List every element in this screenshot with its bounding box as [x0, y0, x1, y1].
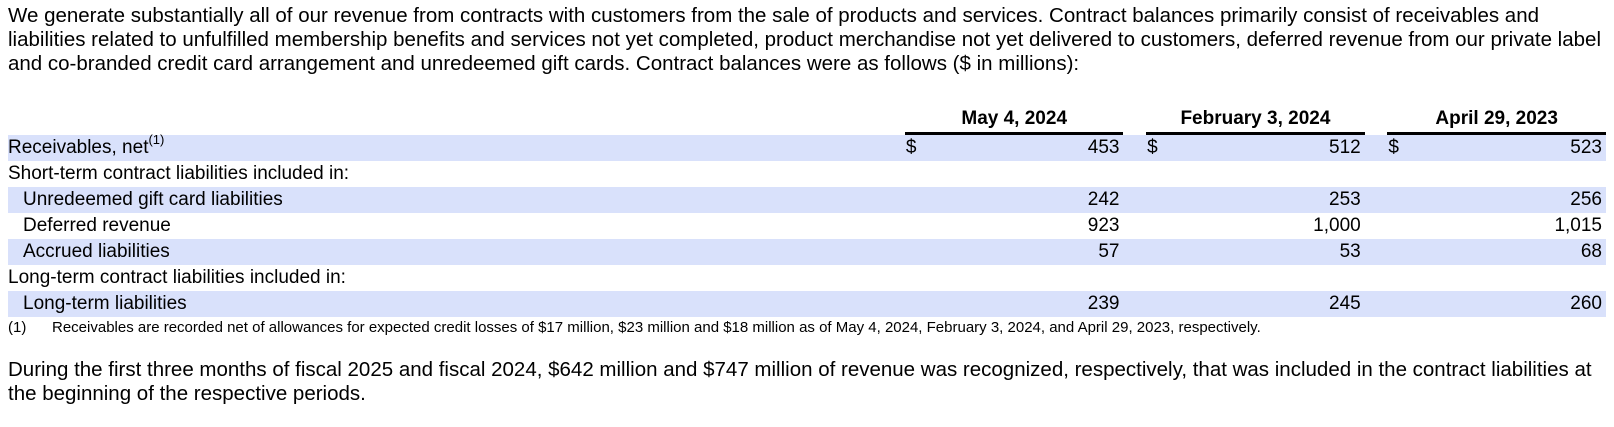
row-label: Accrued liabilities [8, 239, 905, 265]
cell-value: 453 [933, 135, 1124, 161]
cell-value: 256 [1416, 187, 1606, 213]
closing-paragraph: During the first three months of fiscal … [8, 358, 1592, 405]
cell-value: 260 [1416, 291, 1606, 317]
footnote-ref: (1) [148, 131, 165, 147]
table-row-deferred-revenue: Deferred revenue 923 1,000 1,015 [8, 213, 1606, 239]
currency-symbol: $ [1387, 135, 1417, 161]
column-header-feb-2024: February 3, 2024 [1146, 106, 1365, 135]
contract-balances-table: May 4, 2024 February 3, 2024 April 29, 2… [8, 106, 1606, 317]
table-row-gift-card: Unredeemed gift card liabilities 242 253… [8, 187, 1606, 213]
cell-value: 68 [1416, 239, 1606, 265]
intro-paragraph: We generate substantially all of our rev… [8, 4, 1601, 75]
row-label: Unredeemed gift card liabilities [8, 187, 905, 213]
currency-symbol: $ [1146, 135, 1176, 161]
cell-value: 239 [933, 291, 1124, 317]
row-label: Long-term liabilities [8, 291, 905, 317]
table-row-short-term-heading: Short-term contract liabilities included… [8, 161, 1606, 187]
row-label: Deferred revenue [23, 215, 171, 236]
cell-value: 245 [1175, 291, 1365, 317]
table-row-receivables: Receivables, net(1) $ 453 $ 512 $ 523 [8, 131, 1606, 161]
table-header-row: May 4, 2024 February 3, 2024 April 29, 2… [8, 106, 1606, 135]
cell-value: 253 [1175, 187, 1365, 213]
cell-value: 512 [1175, 135, 1365, 161]
cell-value: 53 [1175, 239, 1365, 265]
column-header-may-2024: May 4, 2024 [904, 106, 1124, 135]
footnote: (1) Receivables are recorded net of allow… [8, 318, 1261, 338]
table-row-long-term-liabilities: Long-term liabilities 239 245 260 [8, 291, 1606, 317]
section-label: Short-term contract liabilities included… [8, 163, 350, 184]
section-label: Long-term contract liabilities included … [8, 267, 346, 288]
cell-value: 523 [1416, 135, 1606, 161]
cell-value: 1,000 [1313, 215, 1361, 236]
currency-symbol: $ [904, 135, 934, 161]
cell-value: 1,015 [1554, 215, 1602, 236]
column-header-apr-2023: April 29, 2023 [1387, 106, 1606, 135]
row-label: Receivables, net(1) [8, 131, 905, 161]
cell-value: 242 [933, 187, 1124, 213]
footnote-text: Receivables are recorded net of allowanc… [52, 319, 1261, 336]
table-row-accrued-liabilities: Accrued liabilities 57 53 68 [8, 239, 1606, 265]
cell-value: 923 [1087, 215, 1120, 236]
footnote-marker: (1) [8, 319, 27, 336]
cell-value: 57 [933, 239, 1124, 265]
table-row-long-term-heading: Long-term contract liabilities included … [8, 265, 1606, 291]
